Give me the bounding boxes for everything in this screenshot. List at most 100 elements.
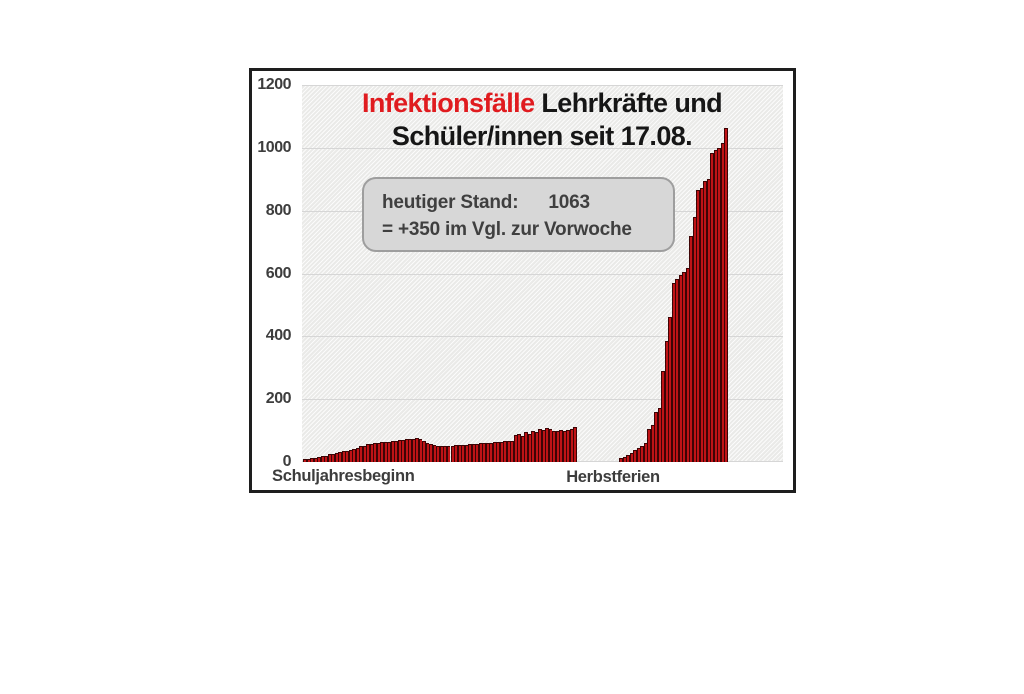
bar: [436, 445, 440, 462]
gridline-600: [302, 273, 783, 275]
bar: [499, 441, 504, 462]
bar: [355, 447, 360, 462]
chart-title-line1-rest: Lehrkräfte und: [534, 88, 723, 118]
y-axis-tick-label: 1200: [257, 76, 291, 93]
bar: [439, 446, 444, 462]
bar: [373, 443, 377, 462]
bar: [699, 188, 704, 462]
bar: [348, 450, 353, 462]
bar: [387, 441, 391, 462]
bar: [555, 431, 560, 462]
bar: [541, 430, 546, 462]
plot-area: [302, 85, 783, 462]
bar: [678, 275, 683, 462]
x-axis-label-herbstferien: Herbstferien: [566, 468, 660, 486]
bar: [478, 443, 483, 462]
chart-title-line2: Schüler/innen seit 17.08.: [391, 121, 693, 151]
bar: [534, 431, 539, 462]
bar: [517, 434, 521, 462]
bar: [376, 442, 381, 462]
bar: [654, 412, 658, 462]
gridline-200: [302, 399, 783, 401]
bar: [390, 441, 395, 462]
bar: [717, 147, 721, 462]
bar: [303, 459, 307, 462]
bar: [306, 458, 310, 462]
x-axis-label-schuljahresbeginn: Schuljahresbeginn: [272, 467, 415, 485]
bar: [331, 453, 335, 462]
bar: [345, 450, 349, 462]
gridline-1000: [302, 147, 783, 149]
bar: [696, 190, 700, 462]
bar: [692, 216, 697, 462]
bar: [415, 438, 419, 462]
annotation-line1: heutiger Stand: 1063: [382, 189, 673, 216]
bar: [475, 443, 479, 462]
bar: [327, 454, 332, 462]
bar: [362, 445, 367, 462]
bar: [425, 442, 430, 462]
bar: [661, 370, 665, 462]
bar: [629, 453, 634, 462]
bar: [324, 455, 328, 462]
bar: [461, 445, 465, 462]
bar: [369, 443, 374, 462]
bar: [380, 442, 384, 462]
bar: [446, 445, 451, 462]
y-axis-tick-label: 1000: [257, 138, 291, 156]
bar: [619, 458, 623, 462]
bar: [531, 430, 535, 462]
bar: [432, 445, 437, 462]
annotation-line1-label: heutiger Stand:: [382, 192, 519, 213]
bar: [682, 271, 686, 462]
bar: [622, 457, 627, 462]
bar: [657, 407, 662, 462]
bar: [689, 235, 693, 462]
chart-figure: 0 200 400 600 800 1000 1200 Infektionsfälle Le…: [249, 68, 796, 493]
bar: [559, 429, 563, 462]
bar: [394, 440, 398, 462]
bar: [573, 426, 577, 462]
bar: [492, 442, 497, 462]
y-axis-tick-label: 600: [265, 264, 292, 282]
bar: [334, 452, 339, 462]
bar: [471, 444, 476, 462]
bar: [520, 435, 525, 462]
bar: [671, 282, 676, 462]
bar: [464, 444, 469, 462]
bar: [411, 438, 416, 462]
bar: [310, 458, 314, 462]
bar: [404, 439, 409, 462]
bar: [485, 442, 490, 462]
bar: [713, 150, 718, 462]
annotation-line1-value: 1063: [548, 192, 590, 213]
bar: [317, 456, 321, 462]
bar: [422, 440, 426, 462]
y-axis-tick-label: 0: [282, 453, 292, 470]
y-axis-tick-label: 400: [265, 327, 292, 345]
bar: [503, 441, 507, 462]
bar: [710, 152, 714, 462]
bar: [510, 440, 514, 462]
bar: [685, 267, 690, 462]
bar: [408, 439, 412, 462]
bar: [626, 455, 630, 462]
bar: [724, 128, 728, 462]
bar: [359, 446, 363, 462]
bar: [496, 441, 500, 462]
bar: [668, 316, 672, 462]
bar: [513, 434, 518, 462]
bar: [397, 440, 402, 462]
bar: [548, 429, 553, 462]
bar: [706, 179, 711, 462]
bar: [675, 279, 679, 462]
bar: [352, 448, 356, 462]
bar: [338, 451, 342, 462]
bar: [647, 429, 651, 462]
bar: [566, 429, 570, 462]
bar: [640, 445, 644, 462]
bar: [418, 439, 423, 462]
bar: [538, 429, 542, 462]
y-axis-tick-label: 800: [265, 201, 292, 219]
